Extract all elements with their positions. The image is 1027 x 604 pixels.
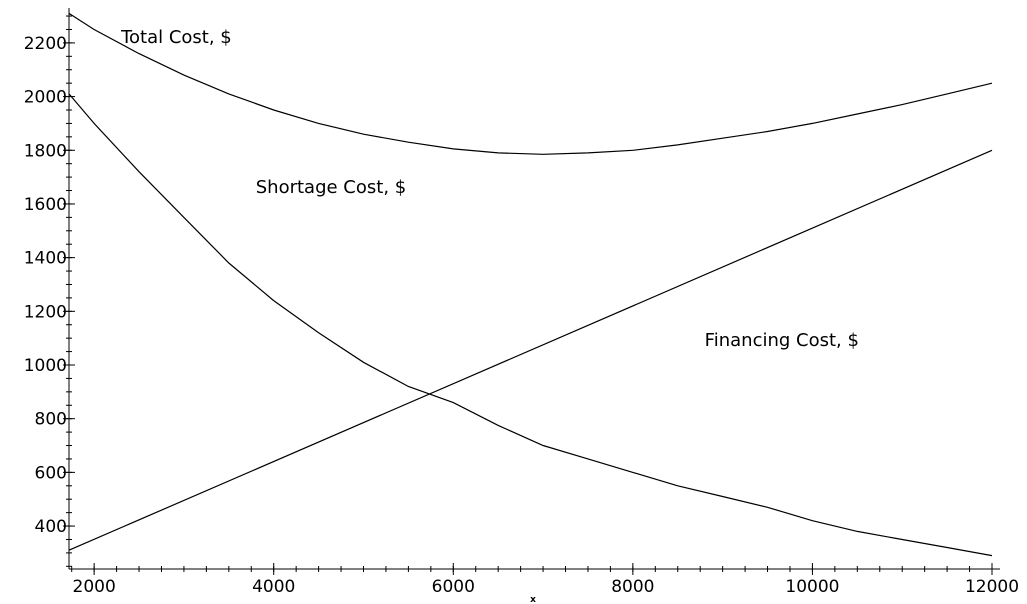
x-tick-label: 6000 xyxy=(432,577,475,597)
y-tick-label: 1800 xyxy=(24,141,67,161)
y-tick-label: 600 xyxy=(35,463,67,483)
x-tick-label: 2000 xyxy=(73,577,116,597)
x-axis-label: x xyxy=(530,595,536,604)
y-tick-label: 1000 xyxy=(24,356,67,376)
financing-cost-label: Financing Cost, $ xyxy=(705,330,859,351)
axes: 400 600 800 1000 1200 1400 1600 1800 2000 2200 200… xyxy=(24,8,1019,597)
shortage-cost-label: Shortage Cost, $ xyxy=(256,177,406,198)
y-tick-label: 2200 xyxy=(24,34,67,54)
y-tick-label: 2000 xyxy=(24,88,67,108)
annotations: Total Cost, $ Shortage Cost, $ Financing C… xyxy=(120,27,859,351)
series-group xyxy=(68,12,993,557)
x-tick-label: 12000 xyxy=(965,577,1019,597)
total-cost-line xyxy=(68,12,993,155)
total-cost-label: Total Cost, $ xyxy=(120,27,232,48)
y-tick-label: 1200 xyxy=(24,302,67,322)
financing-cost-line xyxy=(68,149,993,551)
x-tick-label: 8000 xyxy=(611,577,654,597)
x-tick-label: 4000 xyxy=(252,577,295,597)
x-tick-label: 10000 xyxy=(785,577,839,597)
y-tick-label: 400 xyxy=(35,517,67,537)
y-tick-label: 800 xyxy=(35,410,67,430)
y-tick-label: 1600 xyxy=(24,195,67,215)
y-tick-label: 1400 xyxy=(24,249,67,269)
shortage-cost-line xyxy=(68,93,993,557)
